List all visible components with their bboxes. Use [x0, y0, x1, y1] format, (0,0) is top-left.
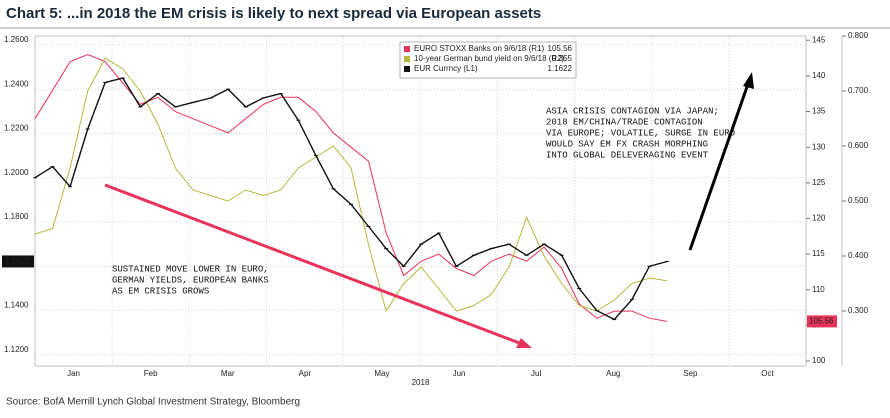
x-tick-label: Aug — [606, 369, 620, 378]
legend-value: 0.355 — [552, 54, 573, 63]
annotation: INTO GLOBAL DELEVERAGING EVENT — [546, 150, 709, 160]
annotation: VIA EUROPE; VOLATILE, SURGE IN EURO — [546, 128, 735, 138]
y2-tick-label: 100 — [812, 356, 826, 365]
y-tick-label: 1.1800 — [4, 212, 29, 221]
y-tick-label: 1.2000 — [4, 168, 29, 177]
legend — [399, 41, 577, 79]
annotation: WOULD SAY EM FX CRASH MORPHING — [546, 139, 708, 149]
x-tick-label: Jun — [453, 369, 466, 378]
legend-label: EUR Currncy (L1) — [414, 64, 478, 73]
annotation: GERMAN YIELDS, EUROPEAN BANKS — [112, 275, 269, 285]
legend-swatch — [404, 56, 410, 62]
x-tick-label: Feb — [144, 369, 158, 378]
y-tick-label: 1.2400 — [4, 79, 29, 88]
legend-label: 10-year German bund yield on 9/6/18 (R2) — [414, 54, 565, 63]
y-tick-label: 1.1200 — [4, 345, 29, 354]
chart-title: Chart 5: ...in 2018 the EM crisis is lik… — [6, 5, 541, 22]
y2-tick-label: 140 — [812, 71, 826, 80]
x-axis-label: 2018 — [412, 378, 430, 387]
x-tick-label: Jan — [67, 369, 80, 378]
y3-tick-label: 0.300 — [848, 306, 869, 315]
source: Source: BofA Merrill Lynch Global Invest… — [6, 397, 300, 408]
legend-label: EURO STOXX Banks on 9/6/18 (R1) — [414, 44, 544, 53]
annotation: ASIA CRISIS CONTAGION VIA JAPAN; — [546, 106, 719, 116]
y3-tick-label: 0.800 — [848, 31, 869, 40]
y2-tick-label: 120 — [812, 214, 826, 223]
y2-tick-label: 125 — [812, 178, 826, 187]
black-arrow-head — [743, 72, 754, 89]
annotation: SUSTAINED MOVE LOWER IN EURO, — [112, 264, 269, 274]
y2-tick-label: 135 — [812, 107, 826, 116]
y-tick-label: 1.2200 — [4, 124, 29, 133]
y2-tick-label: 110 — [812, 285, 825, 294]
red-arrow-head — [516, 338, 532, 348]
y2-tick-label: 130 — [812, 142, 826, 151]
x-tick-label: Apr — [299, 369, 312, 378]
eur-last-box — [2, 255, 34, 268]
y-tick-label: 1.2600 — [4, 35, 29, 44]
series-line — [34, 57, 668, 313]
x-tick-label: Mar — [221, 369, 235, 378]
stoxx-last-label: 105.56 — [809, 316, 834, 325]
eur-last-label: 1.1622 — [5, 257, 30, 266]
series-line — [34, 53, 668, 322]
x-tick-label: Jul — [531, 369, 541, 378]
red-arrow — [104, 183, 523, 346]
legend-swatch — [404, 46, 410, 52]
y3-tick-label: 0.400 — [848, 251, 869, 260]
y2-tick-label: 115 — [812, 249, 825, 258]
legend-swatch — [404, 66, 410, 72]
y3-tick-label: 0.600 — [848, 141, 869, 150]
legend-value: 1.1622 — [548, 64, 573, 73]
legend-value: 105.56 — [548, 44, 573, 53]
y3-tick-label: 0.700 — [848, 86, 869, 95]
annotation: 2018 EM/CHINA/TRADE CONTAGION — [546, 117, 703, 127]
y-tick-label: 1.1400 — [4, 301, 29, 310]
stoxx-last-box — [807, 315, 837, 328]
black-arrow — [688, 83, 750, 251]
x-tick-label: Oct — [761, 369, 774, 378]
y2-tick-label: 145 — [812, 35, 826, 44]
y3-tick-label: 0.500 — [848, 196, 869, 205]
x-tick-label: May — [374, 369, 389, 378]
x-tick-label: Sep — [683, 369, 698, 378]
annotation: AS EM CRISIS GROWS — [112, 286, 209, 296]
